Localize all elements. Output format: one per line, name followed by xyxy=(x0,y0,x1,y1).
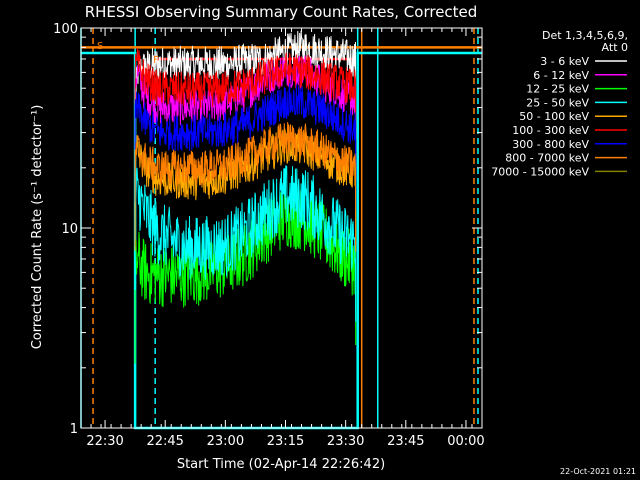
legend-entry-label: 7000 - 15000 keV xyxy=(491,165,589,178)
x-tick-label: 22:30 xyxy=(86,434,123,449)
footer-date: 22-Oct-2021 01:21 xyxy=(560,467,636,476)
legend-entry-label: 800 - 7000 keV xyxy=(505,152,589,165)
legend-entry-label: 50 - 100 keV xyxy=(519,110,589,123)
axes: 22:30 22:45 23:00 23:15 23:30 23:45 00:00 1 10 10… xyxy=(53,22,485,449)
legend-entry-label: 12 - 25 keV xyxy=(526,83,589,96)
series-trace-5 xyxy=(134,127,357,252)
legend-header-line: Det 1,3,4,5,6,9, xyxy=(542,29,628,42)
x-tick-label: 23:15 xyxy=(267,434,304,449)
y-tick-label: 100 xyxy=(53,22,78,37)
chart-title: RHESSI Observing Summary Count Rates, Co… xyxy=(85,3,478,21)
x-tick-label: 00:00 xyxy=(447,434,484,449)
legend-entry-label: 6 - 12 keV xyxy=(533,69,589,82)
event-marker-label: F xyxy=(153,55,159,66)
series-trace-7 xyxy=(134,83,357,210)
series-trace-8 xyxy=(134,121,357,247)
series-trace-1 xyxy=(134,30,357,211)
x-tick-label: 23:30 xyxy=(327,434,364,449)
legend-header-line: Att 0 xyxy=(602,41,628,54)
x-tick-label: 23:45 xyxy=(387,434,424,449)
x-axis-label: Start Time (02-Apr-14 22:26:42) xyxy=(177,457,385,472)
y-tick-label: 1 xyxy=(70,422,78,437)
y-axis-label: Corrected Count Rate (s⁻¹ detector⁻¹) xyxy=(30,105,45,350)
x-tick-label: 23:00 xyxy=(207,434,244,449)
series-trace-4 xyxy=(134,165,357,322)
legend-entry-label: 3 - 6 keV xyxy=(540,55,589,68)
legend-entry-label: 300 - 800 keV xyxy=(512,138,589,151)
x-tick-label: 22:45 xyxy=(146,434,183,449)
legend-entry-label: 25 - 50 keV xyxy=(526,96,589,109)
series-trace-6 xyxy=(134,48,357,168)
legend-entry-label: 100 - 300 keV xyxy=(512,124,589,137)
event-marker-label: S xyxy=(97,41,103,52)
y-tick-label: 10 xyxy=(61,222,78,237)
